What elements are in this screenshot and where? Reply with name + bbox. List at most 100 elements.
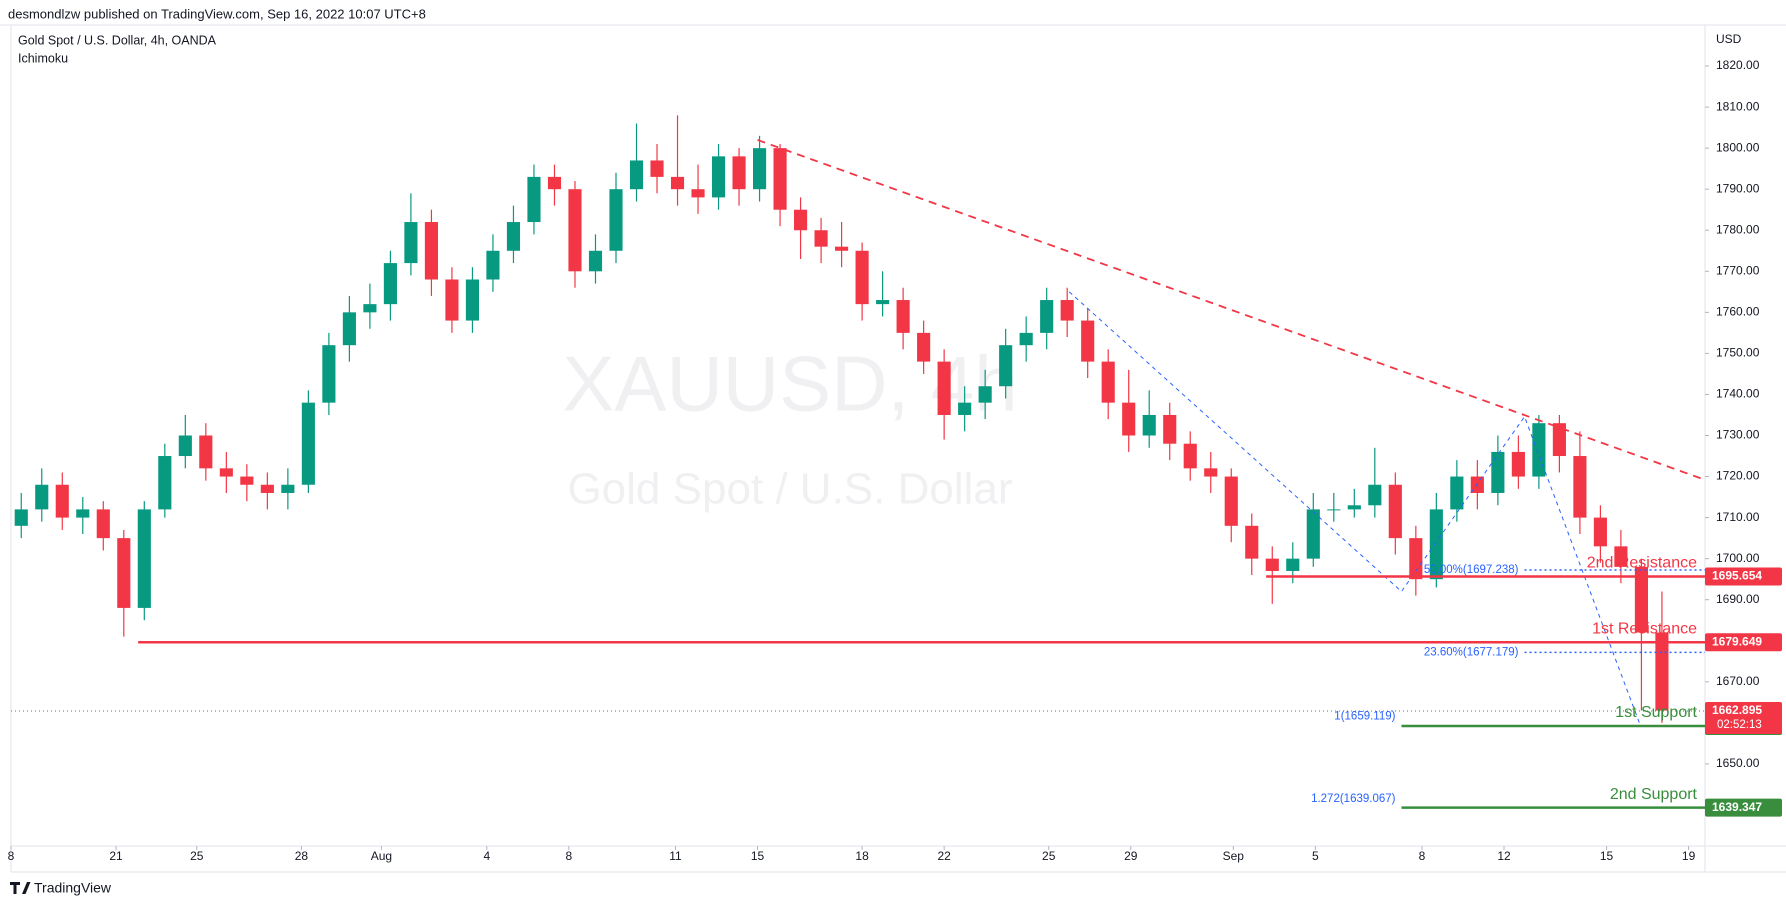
x-tick-label: 22 xyxy=(937,849,951,863)
candle-body xyxy=(1552,423,1566,457)
fib-zigzag xyxy=(1068,291,1640,724)
x-tick-label: 18 xyxy=(855,849,869,863)
price-tag xyxy=(1705,567,1782,586)
fib-label: 23.60%(1677.179) xyxy=(1424,646,1519,658)
candle-body xyxy=(1409,538,1423,580)
y-tick-label: 1740.00 xyxy=(1716,387,1760,401)
candle-body xyxy=(1511,451,1525,477)
candle-body xyxy=(609,189,623,251)
candle-body xyxy=(691,189,705,198)
candle-body xyxy=(1060,300,1074,321)
candle-body xyxy=(199,435,213,469)
candle-body xyxy=(568,189,582,272)
level-label: 1st Resistance xyxy=(1592,620,1697,637)
candle-body xyxy=(96,509,110,539)
candle-body xyxy=(240,476,254,485)
x-tick-label: 12 xyxy=(1497,849,1511,863)
y-tick-label: 1790.00 xyxy=(1716,181,1760,195)
candle-body xyxy=(670,176,685,190)
level-label: 2nd Support xyxy=(1610,786,1698,803)
candle-body xyxy=(260,484,274,493)
candle-body xyxy=(76,509,90,518)
candle-body xyxy=(773,148,787,210)
x-tick-label: 15 xyxy=(1600,849,1614,863)
candle-body xyxy=(629,160,644,190)
candle-body xyxy=(1306,509,1320,559)
candle-body xyxy=(219,468,233,477)
level-label: 1st Support xyxy=(1615,704,1697,721)
y-tick-label: 1750.00 xyxy=(1716,346,1760,360)
candle-body xyxy=(281,484,295,493)
candle-body xyxy=(137,509,151,608)
candle-body xyxy=(978,386,992,403)
candle-body xyxy=(1081,320,1095,362)
candle-body xyxy=(445,279,459,321)
candle-body xyxy=(1040,300,1054,333)
candle-body xyxy=(1532,423,1546,477)
candle-body xyxy=(301,402,315,485)
indicator-name[interactable]: Ichimoku xyxy=(18,51,68,65)
candle-body xyxy=(876,300,890,305)
candle-body xyxy=(465,279,480,321)
x-tick-label: 5 xyxy=(1312,849,1319,863)
price-tag-label: 1679.649 xyxy=(1712,634,1762,648)
y-tick-label: 1810.00 xyxy=(1716,99,1760,113)
candle-body xyxy=(794,209,808,231)
candle-body xyxy=(322,345,336,403)
x-tick-label: 29 xyxy=(1124,849,1138,863)
last-price-tag xyxy=(1705,701,1782,734)
candle-body xyxy=(1450,476,1464,510)
candle-body xyxy=(383,263,397,305)
candle-body xyxy=(1634,566,1648,633)
candle-body xyxy=(404,222,418,264)
watermark-subtitle: Gold Spot / U.S. Dollar xyxy=(567,465,1012,514)
x-tick-label: 25 xyxy=(1042,849,1056,863)
candle-body xyxy=(1347,505,1361,510)
x-tick-label: 8 xyxy=(565,849,572,863)
price-tag-label: 1695.654 xyxy=(1712,569,1762,583)
x-tick-label: 15 xyxy=(751,849,765,863)
x-tick-label: 11 xyxy=(669,849,682,863)
candle-body xyxy=(1224,476,1238,526)
y-tick-label: 1800.00 xyxy=(1716,140,1760,154)
y-tick-label: 1670.00 xyxy=(1716,674,1760,688)
x-tick-label: Aug xyxy=(371,849,392,863)
countdown-label: 02:52:13 xyxy=(1717,719,1762,731)
candle-body xyxy=(1327,509,1341,511)
candle-body xyxy=(506,222,521,251)
price-tag xyxy=(1705,633,1782,652)
fib-label: 1(1659.119) xyxy=(1334,710,1395,722)
candle-body xyxy=(1573,456,1587,518)
candle-body xyxy=(752,148,767,190)
last-price-label: 1662.895 xyxy=(1712,703,1762,717)
candle-body xyxy=(1388,484,1402,539)
candle-body xyxy=(178,435,192,457)
candle-body xyxy=(1142,414,1156,436)
x-tick-label: 8 xyxy=(1419,849,1426,863)
y-axis-label: USD xyxy=(1716,32,1742,46)
candle-body xyxy=(1593,517,1607,547)
candle-body xyxy=(342,312,356,346)
y-tick-label: 1720.00 xyxy=(1716,469,1760,483)
x-tick-label: 21 xyxy=(109,849,123,863)
candle-body xyxy=(1614,546,1628,567)
candle-body xyxy=(711,156,726,198)
candle-body xyxy=(117,538,131,608)
candle-body xyxy=(486,250,500,280)
brand-icon xyxy=(10,882,31,894)
y-tick-label: 1700.00 xyxy=(1716,551,1760,565)
y-tick-label: 1650.00 xyxy=(1716,756,1760,770)
candle-body xyxy=(835,246,849,251)
candle-body xyxy=(1265,558,1279,571)
candle-body xyxy=(1470,476,1484,493)
candle-body xyxy=(547,176,562,190)
candle-body xyxy=(1491,451,1505,493)
candle-body xyxy=(1019,332,1033,346)
candle-body xyxy=(1122,402,1136,436)
fib-label: 50.00%(1697.238) xyxy=(1424,564,1519,576)
y-tick-label: 1710.00 xyxy=(1716,510,1760,524)
candle-body xyxy=(1655,632,1669,711)
symbol-title[interactable]: Gold Spot / U.S. Dollar, 4h, OANDA xyxy=(18,33,217,47)
brand-logo[interactable]: TradingView xyxy=(10,880,112,896)
